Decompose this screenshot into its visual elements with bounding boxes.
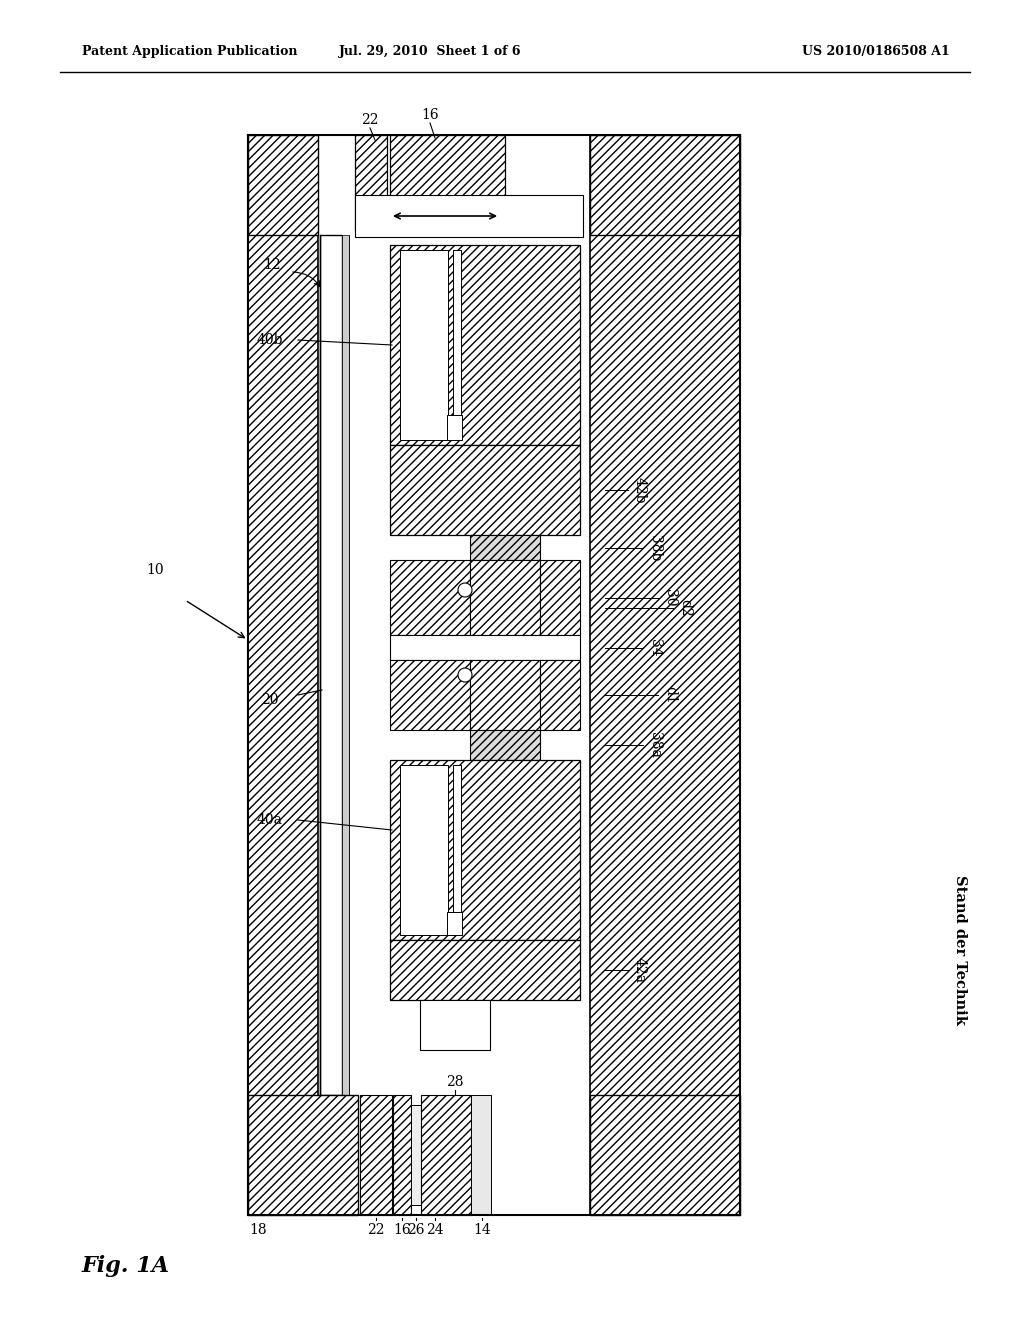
Bar (471, 1096, 490, 1214)
Bar (411, 1105, 421, 1205)
Bar (390, 940, 580, 1001)
Text: Stand der Technik: Stand der Technik (953, 875, 967, 1024)
Bar (390, 135, 505, 230)
Bar (421, 1096, 471, 1214)
Text: 38b: 38b (648, 535, 662, 561)
Bar (355, 135, 387, 230)
Text: US 2010/0186508 A1: US 2010/0186508 A1 (802, 45, 950, 58)
Text: 26: 26 (408, 1224, 425, 1237)
Text: 38a: 38a (648, 733, 662, 758)
Bar (248, 135, 318, 1214)
Bar (590, 135, 740, 235)
Text: 22: 22 (361, 114, 379, 127)
Bar (590, 1096, 740, 1214)
Text: 16: 16 (421, 108, 439, 121)
Bar (590, 135, 740, 1214)
Text: Jul. 29, 2010  Sheet 1 of 6: Jul. 29, 2010 Sheet 1 of 6 (339, 45, 521, 58)
Text: d2: d2 (678, 599, 692, 616)
Text: 42b: 42b (633, 477, 647, 503)
Text: 20: 20 (261, 693, 279, 708)
Bar (470, 560, 540, 635)
Text: 10: 10 (146, 564, 164, 577)
Bar (400, 249, 449, 440)
Text: 16: 16 (393, 1224, 411, 1237)
Bar (248, 135, 318, 235)
Bar (447, 912, 462, 935)
Bar (390, 445, 580, 535)
Text: 30: 30 (663, 589, 677, 607)
Bar (390, 660, 470, 730)
Bar (319, 235, 342, 1096)
Text: 40b: 40b (257, 333, 284, 347)
Circle shape (458, 668, 472, 682)
Text: 28: 28 (446, 1074, 464, 1089)
Bar (453, 249, 461, 440)
Text: 24: 24 (426, 1224, 443, 1237)
Text: d1: d1 (663, 686, 677, 704)
Bar (400, 766, 449, 935)
Text: Fig. 1A: Fig. 1A (82, 1255, 170, 1276)
Bar (540, 560, 580, 635)
Text: 22: 22 (368, 1224, 385, 1237)
Bar (470, 535, 540, 560)
Bar (248, 1096, 358, 1214)
Bar (447, 414, 462, 440)
Bar (390, 560, 470, 635)
Bar (355, 195, 583, 238)
Bar (390, 246, 580, 445)
Bar (540, 660, 580, 730)
Bar (470, 730, 540, 760)
Text: 34: 34 (648, 639, 662, 657)
Bar (393, 1096, 411, 1214)
Text: 42a: 42a (633, 957, 647, 983)
Bar (390, 635, 580, 660)
Circle shape (458, 583, 472, 597)
Text: 12: 12 (263, 257, 281, 272)
Text: Patent Application Publication: Patent Application Publication (82, 45, 298, 58)
Bar (360, 1096, 392, 1214)
Bar (342, 235, 349, 1096)
Text: 18: 18 (249, 1224, 267, 1237)
Text: 40a: 40a (257, 813, 283, 828)
Bar (390, 760, 580, 940)
Bar (453, 766, 461, 935)
Bar (420, 1001, 490, 1049)
Text: 14: 14 (473, 1224, 490, 1237)
Bar (470, 660, 540, 730)
